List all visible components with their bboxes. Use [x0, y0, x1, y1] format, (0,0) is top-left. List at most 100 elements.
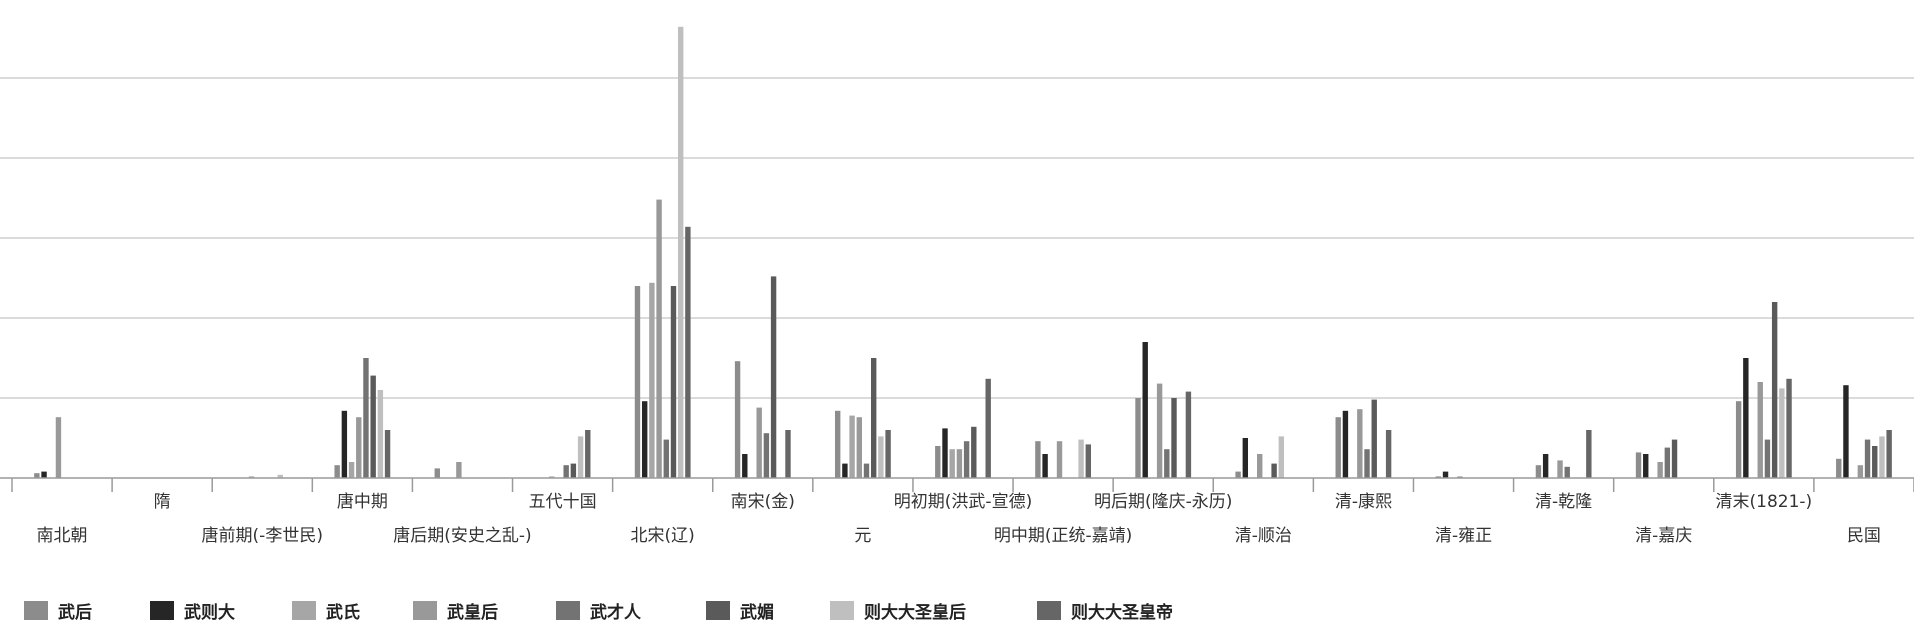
bar — [1235, 471, 1241, 478]
legend-swatch — [830, 601, 854, 620]
gridlines — [0, 77, 1914, 399]
bar — [363, 358, 369, 478]
legend-label: 则大大圣皇后 — [864, 602, 966, 623]
bar — [55, 417, 62, 478]
bar — [1135, 398, 1141, 478]
legend-swatch — [556, 601, 580, 620]
bar — [1771, 302, 1778, 478]
legend-swatch — [150, 601, 174, 620]
bar — [942, 428, 948, 478]
bar — [1257, 454, 1263, 478]
bar — [1035, 441, 1041, 478]
bar — [870, 358, 877, 478]
bar — [1836, 458, 1842, 478]
bar — [1357, 409, 1363, 478]
bar — [971, 426, 977, 478]
legend-label: 武后 — [58, 602, 92, 623]
bar — [1764, 439, 1771, 478]
bar — [34, 473, 40, 478]
x-tick-label: 清-嘉庆 — [1635, 526, 1692, 546]
legend-swatch — [413, 601, 437, 620]
x-tick-label: 唐后期(安史之乱-) — [393, 525, 531, 546]
bar — [663, 439, 669, 478]
legend-swatch — [706, 601, 730, 620]
bar — [878, 436, 884, 478]
bar — [849, 415, 855, 478]
bar — [41, 471, 47, 478]
legend-label: 则大大圣皇帝 — [1071, 602, 1173, 623]
x-tick-label: 北宋(辽) — [631, 526, 695, 546]
bar — [577, 436, 584, 478]
bar — [1185, 391, 1192, 478]
x-tick-label: 明中期(正统-嘉靖) — [994, 526, 1132, 546]
bar — [1385, 430, 1392, 478]
bar — [756, 407, 762, 478]
bar — [1364, 449, 1370, 478]
bar — [885, 430, 891, 478]
bar — [1757, 382, 1763, 478]
bar — [734, 361, 741, 478]
bar — [570, 463, 577, 478]
bar — [677, 26, 684, 479]
bar — [685, 226, 691, 478]
bar — [834, 410, 841, 478]
bar — [1657, 462, 1663, 478]
bar — [1635, 452, 1642, 478]
x-tick-label: 清-雍正 — [1435, 526, 1492, 546]
bar — [641, 401, 648, 478]
bar — [949, 449, 955, 478]
x-tick-label: 南北朝 — [37, 526, 88, 546]
x-tick-label: 五代十国 — [529, 492, 597, 512]
bar — [634, 286, 641, 478]
bar — [842, 463, 848, 478]
bar — [1879, 436, 1885, 478]
bar — [456, 462, 462, 478]
legend-label: 武媚 — [740, 602, 774, 623]
bar — [434, 468, 440, 478]
bar — [1786, 378, 1792, 478]
bar — [1542, 454, 1549, 478]
bar — [770, 276, 777, 478]
x-tick-label: 隋 — [154, 492, 171, 512]
bar — [549, 476, 555, 478]
x-tick-label: 明初期(洪武-宣德) — [894, 492, 1032, 512]
x-tick-label: 清-顺治 — [1235, 526, 1292, 546]
bar — [1671, 439, 1678, 478]
x-tick-label: 唐中期 — [337, 491, 388, 512]
bar — [1242, 438, 1249, 478]
bar — [1042, 454, 1048, 478]
x-tick-label: 唐前期(-李世民) — [202, 525, 323, 546]
bar — [785, 430, 791, 478]
bar — [1278, 436, 1285, 478]
bar — [1335, 417, 1341, 478]
bar — [1886, 430, 1892, 478]
bar — [863, 463, 870, 478]
bar — [348, 462, 355, 478]
bar — [1864, 439, 1871, 478]
bar — [1843, 385, 1849, 478]
bar — [742, 454, 748, 478]
x-tick-label: 清末(1821-) — [1716, 492, 1813, 512]
legend-label: 武皇后 — [447, 602, 498, 623]
bar — [1564, 466, 1570, 478]
bar — [763, 433, 770, 478]
bar — [1142, 342, 1148, 478]
x-tick-label: 清-乾隆 — [1535, 492, 1592, 512]
bar — [1664, 447, 1671, 478]
bar — [1735, 401, 1742, 478]
bar — [1271, 463, 1277, 478]
x-tick-label: 元 — [854, 526, 871, 546]
bar — [341, 410, 348, 478]
bar — [370, 375, 376, 478]
bar — [384, 430, 391, 478]
x-tick-label: 清-康熙 — [1335, 492, 1392, 512]
bar — [670, 286, 677, 478]
bar — [1342, 410, 1349, 478]
bar — [985, 378, 991, 478]
bars — [34, 26, 1892, 479]
legend-swatch — [1037, 601, 1061, 620]
bar — [1435, 476, 1442, 478]
bar — [856, 417, 862, 478]
bar — [1857, 465, 1864, 478]
bar — [1457, 476, 1463, 478]
